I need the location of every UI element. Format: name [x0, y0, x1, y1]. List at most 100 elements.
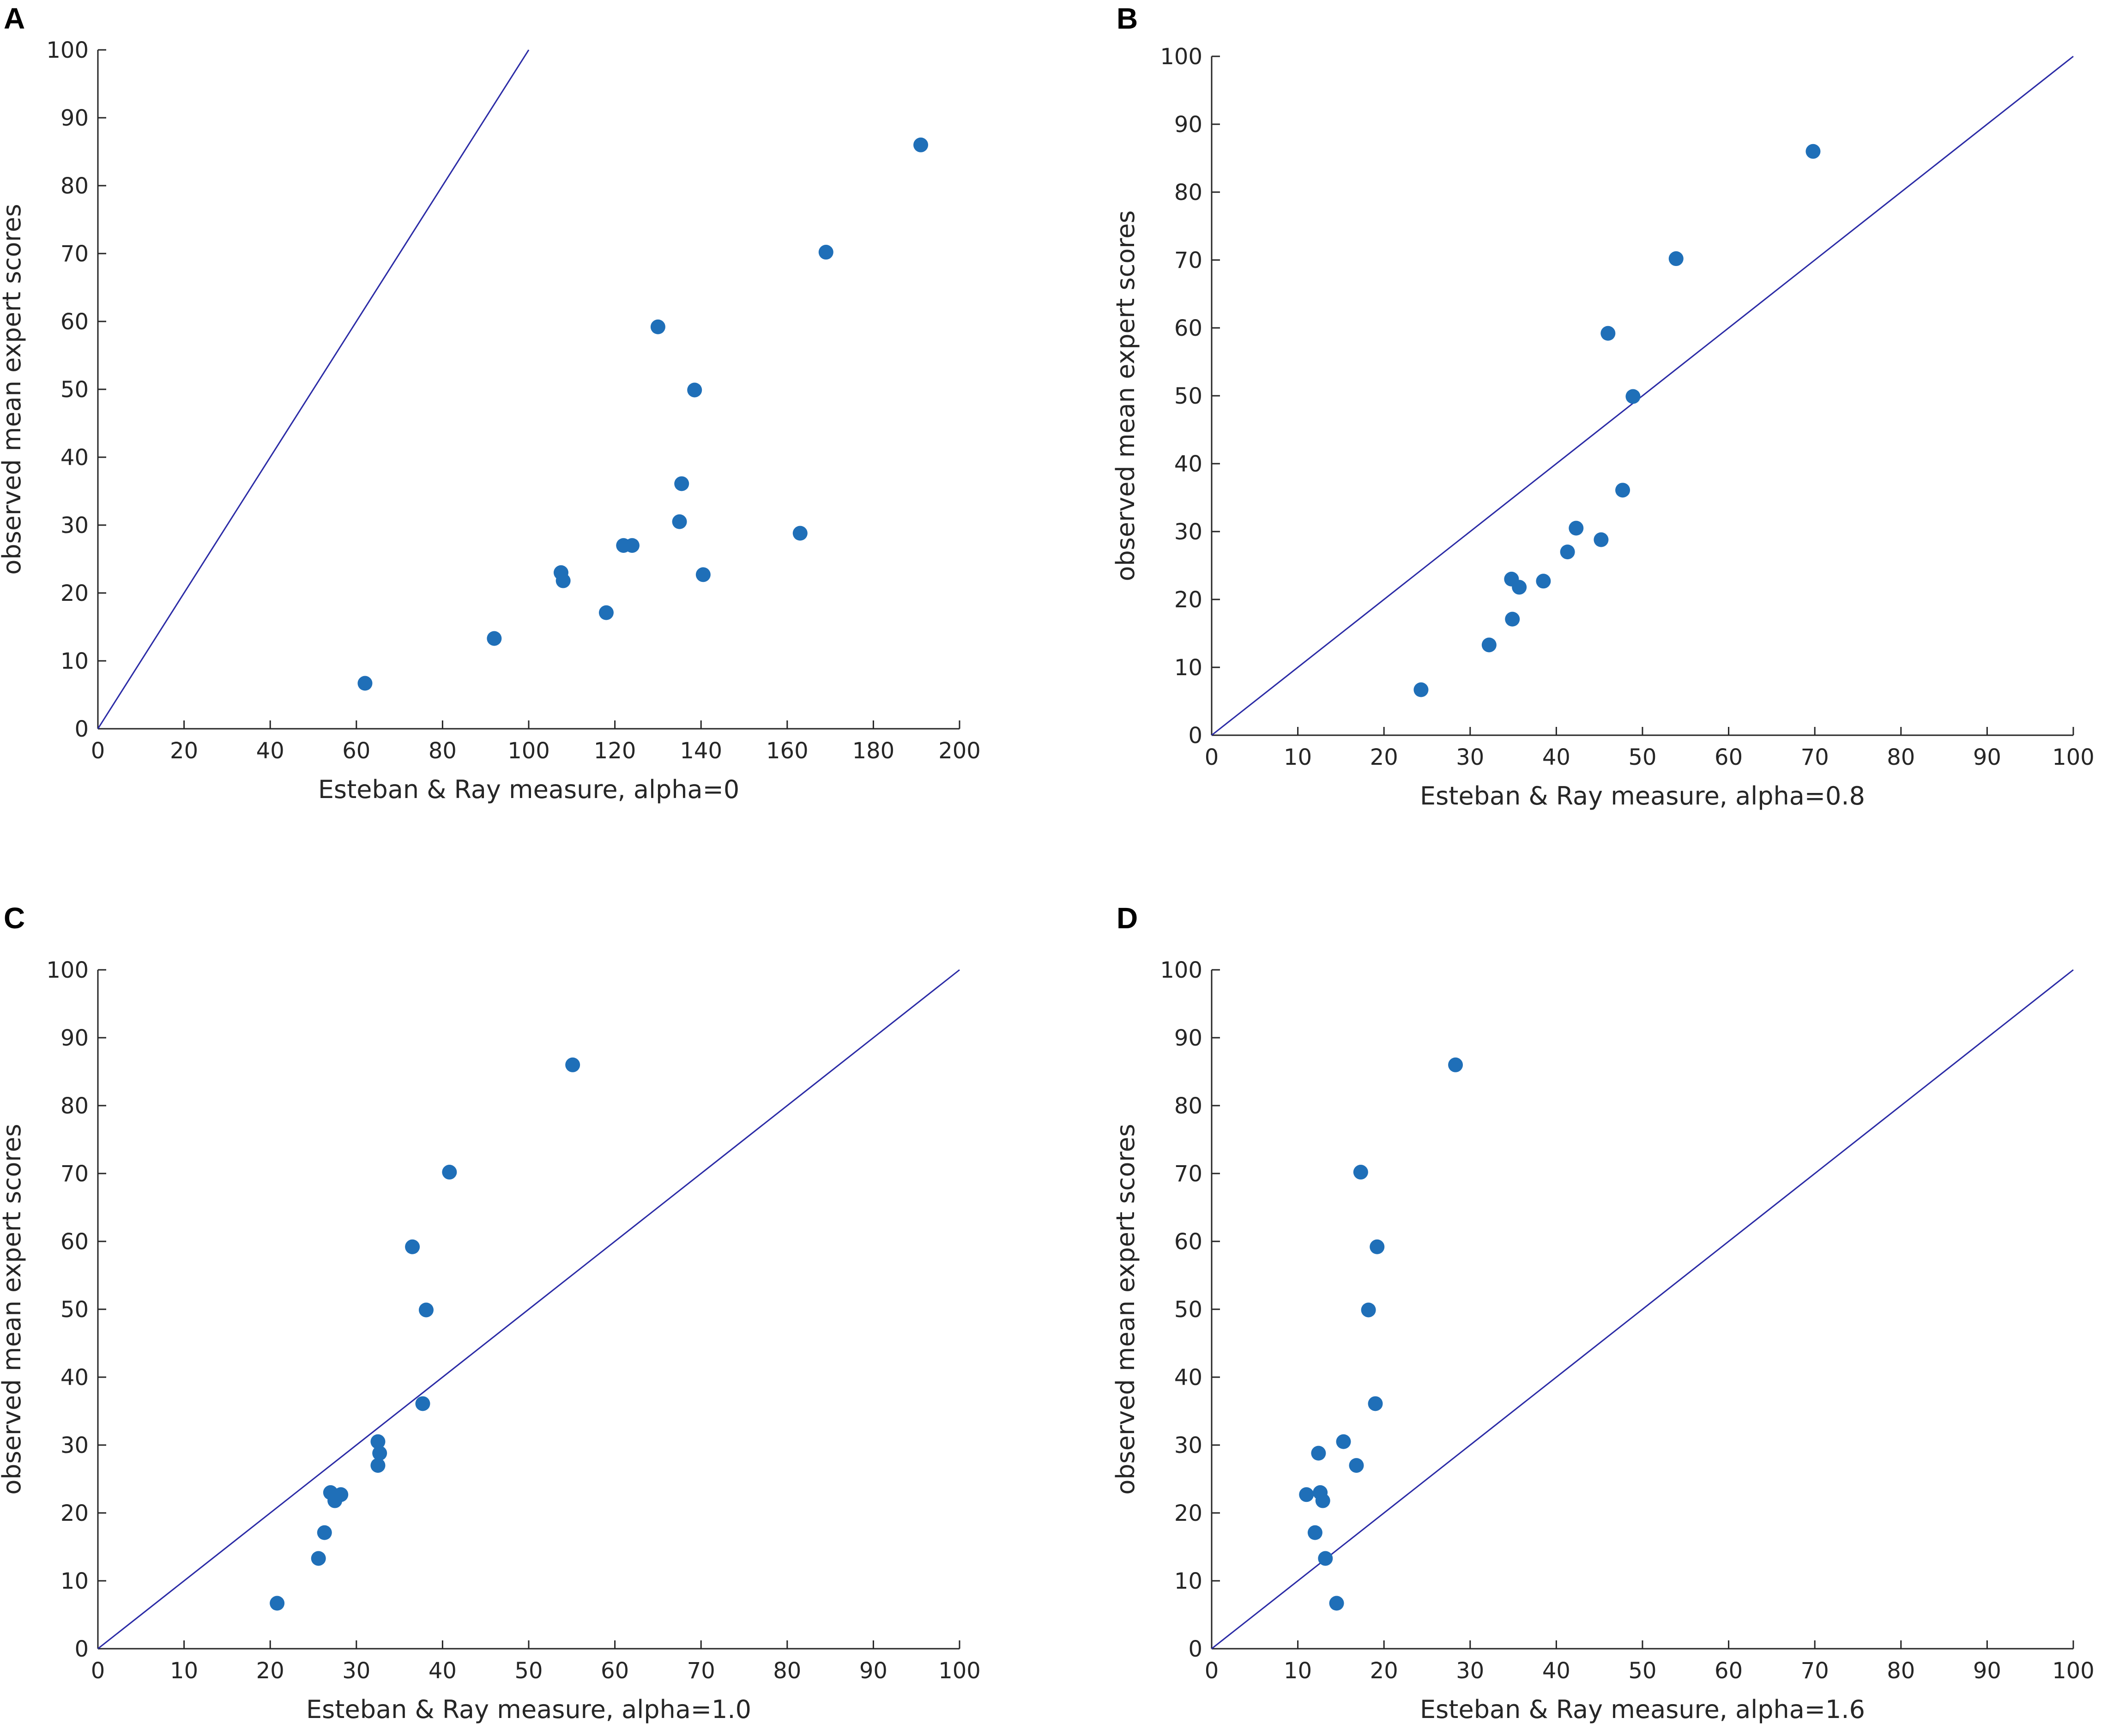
panel-b-x-tick-label: 20 [1370, 744, 1398, 770]
panel-b-y-axis-title: observed mean expert scores [1111, 210, 1140, 581]
panel-c-plot: 0 10 20 30 40 50 60 70 80 90 100 0 10 20 30 40 50 60 70 80 9… [0, 957, 981, 1724]
panel-d-data-point [1311, 1446, 1326, 1461]
panel-a-x-tick-label: 140 [680, 738, 722, 764]
panel-a-y-tick-label: 20 [60, 581, 89, 606]
panel-a-data-point [624, 538, 640, 553]
panel-c-y-tick-label: 90 [60, 1025, 89, 1051]
panel-b-data-point [1505, 611, 1520, 627]
panel-b-x-tick-label: 10 [1284, 744, 1312, 770]
panel-b-x-tick-label: 50 [1628, 744, 1656, 770]
panel-b-data-point [1668, 251, 1684, 266]
panel-b-y-tick-label: 10 [1174, 655, 1202, 681]
panel-d-y-tick-label: 90 [1174, 1025, 1202, 1051]
panel-d-x-tick-label: 0 [1205, 1658, 1219, 1684]
panel-a-x-tick-label: 120 [594, 738, 636, 764]
panel-d-y-tick-label: 50 [1174, 1297, 1202, 1323]
panel-d-data-point [1299, 1487, 1314, 1502]
panel-d-reference-line [1211, 969, 2074, 1650]
panel-b-y-tick-label: 90 [1174, 112, 1202, 138]
panel-d-y-axis-title: observed mean expert scores [1111, 1124, 1140, 1494]
panel-c-y-tick-label: 0 [74, 1636, 89, 1662]
panel-a-data-point [555, 573, 571, 588]
panel-d-data-point [1336, 1434, 1351, 1449]
panel-c-data-point [317, 1525, 332, 1540]
panel-b-y-tick-label: 80 [1174, 180, 1202, 206]
panel-a-plot: 0 20 40 60 80 100 120 140 160 180 200 0 10 20 30 40 50 60… [0, 37, 981, 804]
panel-b-y-tick-label: 30 [1174, 519, 1202, 545]
panel-a-x-tick-label: 200 [938, 738, 981, 764]
panel-c-y-tick-label: 50 [60, 1297, 89, 1323]
panel-d-x-tick-label: 40 [1542, 1658, 1570, 1684]
panel-b-data-point [1413, 682, 1429, 697]
panel-a-y-tick-label: 100 [46, 37, 89, 63]
panel-a-x-tick-label: 60 [342, 738, 370, 764]
panel-c-data-point [270, 1596, 285, 1611]
panel-b-y-tick-label: 100 [1160, 44, 1202, 70]
panel-c-x-tick-label: 70 [687, 1658, 715, 1684]
panel-d-data-point [1361, 1302, 1376, 1318]
panel-a-data-point [598, 605, 614, 620]
panel-c-y-tick-label: 80 [60, 1093, 89, 1119]
panel-c-x-tick-label: 0 [91, 1658, 105, 1684]
panel-a-y-tick-label: 40 [60, 445, 89, 471]
panel-b-x-axis-title: Esteban & Ray measure, alpha=0.8 [1420, 781, 1865, 811]
panel-b-x-tick-label: 30 [1456, 744, 1484, 770]
panel-d-x-tick-label: 50 [1628, 1658, 1656, 1684]
panel-b-y-tick-label: 70 [1174, 248, 1202, 273]
panel-c-y-tick-label: 60 [60, 1229, 89, 1255]
panel-c-x-tick-label: 30 [342, 1658, 370, 1684]
panel-d-y-tick-label: 10 [1174, 1568, 1202, 1594]
panel-d-y-tick-label: 30 [1174, 1433, 1202, 1458]
panel-a-data-point [818, 245, 833, 260]
panel-b-data-point [1600, 326, 1616, 341]
panel-c-x-tick-label: 40 [429, 1658, 457, 1684]
panel-a-y-tick-label: 0 [74, 716, 89, 742]
panel-b-x-tick-label: 90 [1973, 744, 2001, 770]
panel-a-data-point [650, 319, 665, 334]
panel-b-reference-line [1211, 55, 2074, 736]
panel-b-x-tick-label: 80 [1887, 744, 1915, 770]
panel-c-data-point [415, 1396, 430, 1411]
panel-a-y-tick-label: 30 [60, 513, 89, 538]
panel-c-data-point [442, 1165, 457, 1180]
panel-c-data-point [370, 1434, 386, 1449]
panel-c-x-tick-label: 10 [170, 1658, 198, 1684]
panel-d-data-point [1315, 1493, 1330, 1508]
panel-b-data-point [1594, 532, 1609, 547]
panel-c-x-tick-label: 20 [256, 1658, 284, 1684]
panel-b-y-tick-label: 20 [1174, 587, 1202, 613]
panel-a-reference-line [97, 49, 530, 729]
panel-c-data-point [405, 1239, 420, 1254]
panel-b-x-tick-label: 40 [1542, 744, 1570, 770]
panel-c-y-tick-label: 20 [60, 1500, 89, 1526]
panel-a-data-point [672, 514, 687, 529]
panel-a-data-point [913, 137, 929, 152]
panel-d-data-point [1370, 1239, 1385, 1254]
panel-c-y-axis-title: observed mean expert scores [0, 1124, 26, 1494]
panel-c-y-tick-label: 70 [60, 1161, 89, 1187]
panel-d-data-point [1349, 1458, 1364, 1473]
panel-b-data-point [1481, 637, 1497, 653]
panel-b-data-point [1512, 580, 1527, 595]
panel-c-y-tick-label: 40 [60, 1365, 89, 1391]
panel-a-y-tick-label: 70 [60, 241, 89, 267]
panel-a-data-point [695, 567, 711, 582]
panel-c-label: C [4, 901, 25, 935]
panel-d-y-tick-label: 40 [1174, 1365, 1202, 1391]
panel-a-x-tick-label: 180 [852, 738, 895, 764]
panel-d-y-tick-label: 80 [1174, 1093, 1202, 1119]
panel-b-y-tick-label: 50 [1174, 383, 1202, 409]
panel-a-y-tick-label: 10 [60, 648, 89, 674]
panel-b-x-tick-label: 70 [1801, 744, 1829, 770]
panel-d-y-tick-label: 20 [1174, 1500, 1202, 1526]
panel-d-label: D [1117, 901, 1138, 935]
panel-a-x-tick-label: 160 [766, 738, 809, 764]
panel-d-data-point [1318, 1551, 1333, 1566]
panel-c-reference-line [97, 969, 960, 1650]
panel-b-plot: 0 10 20 30 40 50 60 70 80 90 100 0 10 20 30 40 50 60 70 80 9… [1111, 44, 2095, 811]
panel-a-x-tick-label: 40 [256, 738, 284, 764]
panel-c-y-tick-label: 10 [60, 1568, 89, 1594]
panel-a-x-axis-title: Esteban & Ray measure, alpha=0 [318, 775, 739, 804]
panel-b-label: B [1117, 2, 1138, 35]
